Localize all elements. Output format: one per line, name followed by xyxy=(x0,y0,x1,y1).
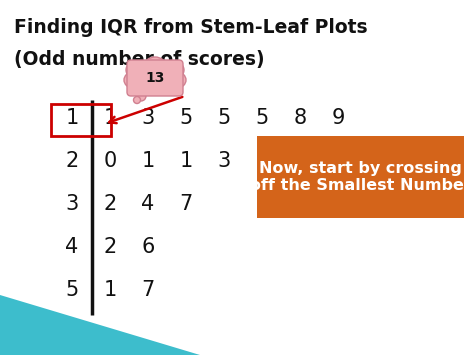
Ellipse shape xyxy=(137,72,173,92)
Ellipse shape xyxy=(124,72,142,88)
Text: 3: 3 xyxy=(65,194,79,214)
Text: 6: 6 xyxy=(141,237,155,257)
Text: 1: 1 xyxy=(103,108,117,128)
Text: 5: 5 xyxy=(179,108,192,128)
Text: 7: 7 xyxy=(179,194,192,214)
FancyBboxPatch shape xyxy=(257,136,464,218)
Ellipse shape xyxy=(168,72,186,88)
Text: 4: 4 xyxy=(141,194,155,214)
Text: 5: 5 xyxy=(65,280,79,300)
Text: 13: 13 xyxy=(146,71,164,85)
Text: Now, start by crossing
off the Smallest Number: Now, start by crossing off the Smallest … xyxy=(250,161,472,193)
Text: 1: 1 xyxy=(179,151,192,171)
Text: 5: 5 xyxy=(218,108,231,128)
FancyBboxPatch shape xyxy=(127,60,183,96)
Text: Finding IQR from Stem-Leaf Plots: Finding IQR from Stem-Leaf Plots xyxy=(14,18,368,37)
Text: 2: 2 xyxy=(103,194,117,214)
Text: 1: 1 xyxy=(65,108,79,128)
Circle shape xyxy=(134,97,140,104)
Text: 1: 1 xyxy=(141,151,155,171)
Text: 4: 4 xyxy=(65,237,79,257)
Text: 8: 8 xyxy=(293,108,307,128)
Text: 0: 0 xyxy=(103,151,117,171)
Circle shape xyxy=(136,91,146,101)
Text: 3: 3 xyxy=(218,151,231,171)
Ellipse shape xyxy=(162,61,184,79)
Ellipse shape xyxy=(144,57,166,75)
Text: 2: 2 xyxy=(65,151,79,171)
Ellipse shape xyxy=(126,61,148,79)
Text: 2: 2 xyxy=(103,237,117,257)
Text: 5: 5 xyxy=(255,108,269,128)
Text: 9: 9 xyxy=(331,108,345,128)
Text: (Odd number of scores): (Odd number of scores) xyxy=(14,50,264,69)
Polygon shape xyxy=(0,295,200,355)
Text: 7: 7 xyxy=(141,280,155,300)
Text: 3: 3 xyxy=(141,108,155,128)
Text: 1: 1 xyxy=(103,280,117,300)
